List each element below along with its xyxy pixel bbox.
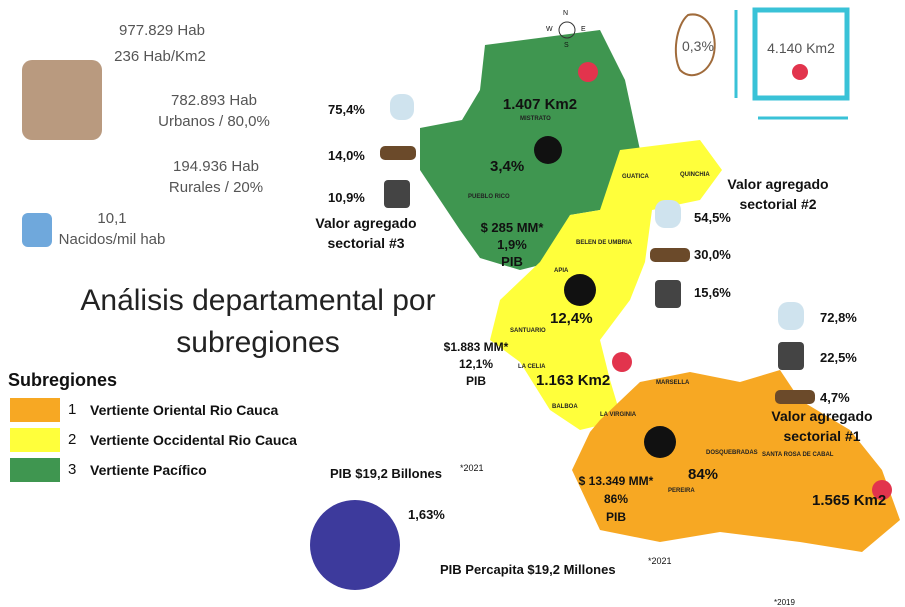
stat: 977.829 Hab	[119, 22, 205, 39]
sector-icon	[384, 180, 410, 208]
sector-icon	[650, 248, 690, 262]
municipality: LA CELIA	[518, 364, 546, 370]
sector-icon	[390, 94, 414, 120]
population-share: 3,4%	[490, 158, 525, 175]
sector-value: 75,4%	[328, 102, 365, 117]
pin-icon	[612, 352, 632, 372]
pib-label: PIB	[465, 374, 487, 388]
compass-label: E	[581, 26, 586, 33]
note: *2021	[648, 556, 672, 566]
region-pacifico	[420, 30, 640, 270]
people-crowd	[22, 60, 102, 140]
legend-swatch	[10, 428, 60, 452]
sector-value: 54,5%	[694, 210, 731, 225]
legend-swatch	[10, 458, 60, 482]
municipality: DOSQUEBRADAS	[706, 450, 758, 456]
births-icon	[22, 213, 52, 247]
sector-title: Valor agregado sectorial #1	[771, 408, 873, 444]
region-oriental	[572, 370, 900, 552]
pib-per-capita: PIB Percapita $19,2 Millones	[440, 562, 616, 577]
people-icon	[534, 136, 562, 164]
municipality: SANTA ROSA DE CABAL	[762, 452, 834, 458]
stat: Nacidos/mil hab	[58, 231, 166, 248]
pin-icon	[792, 64, 808, 80]
sector-icon	[380, 146, 416, 160]
people-icon	[644, 426, 676, 458]
sector-value: 15,6%	[694, 285, 731, 300]
pib-share: 1,63%	[408, 507, 445, 522]
municipality: QUINCHIA	[680, 172, 710, 178]
compass-icon	[558, 21, 576, 39]
region-area: 1.565 Km2	[812, 492, 887, 509]
legend-number: 2	[68, 431, 77, 448]
sector-value: 30,0%	[694, 247, 731, 262]
pib-label: PIB	[501, 254, 523, 269]
people-icon	[564, 274, 596, 306]
pin-icon	[872, 480, 892, 500]
stat: Urbanos / 80,0%	[158, 113, 270, 130]
pib-value: $1.883 MM*	[443, 340, 509, 354]
municipality: MISTRATO	[520, 116, 551, 122]
area-box	[752, 7, 850, 101]
sector-value: 4,7%	[820, 390, 850, 405]
legend-swatch	[10, 398, 60, 422]
pib-share: 1,9%	[497, 237, 527, 252]
pib-value: $ 13.349 MM*	[578, 474, 654, 488]
pib-share: 86%	[603, 492, 629, 506]
municipality: MARSELLA	[656, 380, 690, 386]
population-share: 12,4%	[550, 310, 593, 327]
title: Análisis departamental por subregiones	[80, 284, 436, 359]
area-total: 4.140 Km2	[767, 40, 835, 56]
pib-label: PIB	[605, 510, 627, 524]
sector-icon	[775, 390, 815, 404]
note: *2021	[460, 463, 484, 473]
pib-share: 12,1%	[458, 357, 494, 371]
municipality: BELEN DE UMBRIA	[576, 240, 633, 246]
sector-icon	[655, 200, 681, 228]
compass-label: N	[563, 10, 569, 17]
pin-icon	[578, 62, 598, 82]
legend-label: Vertiente Oriental Rio Cauca	[90, 402, 279, 418]
municipality: PEREIRA	[668, 488, 695, 494]
sector-value: 14,0%	[328, 148, 365, 163]
region-occidental	[490, 140, 722, 430]
pib-total: PIB $19,2 Billones	[330, 466, 442, 481]
footnote: *2019	[774, 598, 795, 607]
dept-outline	[674, 13, 716, 77]
sector-icon	[778, 302, 804, 330]
municipality: LA VIRGINIA	[600, 412, 637, 418]
sector-icon	[655, 280, 681, 308]
legend-number: 3	[68, 461, 77, 478]
municipality: SANTUARIO	[510, 328, 546, 334]
money-bag	[310, 500, 400, 590]
legend-label: Vertiente Pacífico	[90, 462, 207, 478]
population-share: 84%	[688, 466, 719, 483]
sector-title: Valor agregado sectorial #2	[727, 176, 829, 212]
stat: 236 Hab/Km2	[114, 48, 206, 65]
region-area: 1.407 Km2	[502, 96, 578, 113]
pib-value: $ 285 MM*	[480, 220, 544, 235]
legend-number: 1	[68, 401, 77, 418]
municipality: PUEBLO RICO	[468, 194, 510, 200]
legend-title: Subregiones	[8, 370, 118, 390]
stat: 194.936 Hab	[173, 158, 259, 175]
legend-label: Vertiente Occidental Rio Cauca	[90, 432, 297, 448]
municipality: BALBOA	[552, 404, 578, 410]
compass-label: S	[564, 42, 569, 49]
municipality: APIA	[554, 268, 569, 274]
stat: 10,1	[97, 210, 127, 227]
sector-title: Valor agregado sectorial #3	[315, 215, 417, 251]
stat: 782.893 Hab	[171, 92, 257, 109]
sector-icon	[778, 342, 804, 370]
stat: Rurales / 20%	[168, 179, 264, 196]
area-share: 0,3%	[682, 38, 714, 54]
municipality: GUATICA	[622, 174, 649, 180]
sector-value: 10,9%	[328, 190, 365, 205]
compass-label: W	[546, 26, 553, 33]
region-area: 1.163 Km2	[536, 372, 611, 389]
sector-value: 72,8%	[820, 310, 857, 325]
sector-value: 22,5%	[820, 350, 857, 365]
